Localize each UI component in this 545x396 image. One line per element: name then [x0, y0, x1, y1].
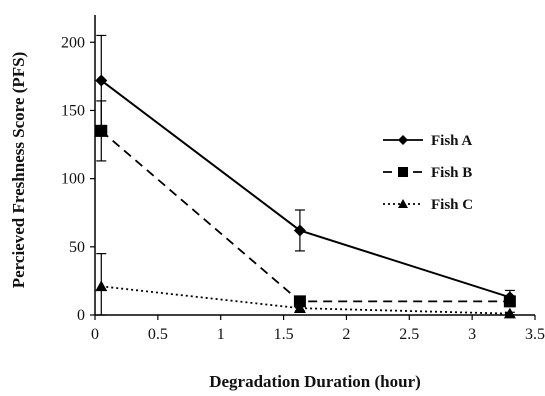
fish-b-point [503, 295, 516, 308]
legend-marker-fish-b [398, 167, 408, 177]
x-axis-title: Degradation Duration (hour) [209, 372, 421, 391]
x-tick-label: 1 [217, 326, 225, 343]
legend-entry-fish-a: Fish A [383, 133, 472, 149]
fish-b-line [100, 130, 510, 303]
legend-label-fish-b: Fish B [431, 165, 472, 181]
legend-label-fish-c: Fish C [431, 197, 473, 213]
fish-c-point [95, 280, 108, 292]
legend: Fish A Fish B Fish C [383, 133, 473, 213]
series-layer [95, 34, 516, 319]
x-tick-label: 3.5 [525, 326, 545, 343]
y-tick-label: 150 [61, 102, 85, 119]
x-tick-label: 0 [91, 326, 99, 343]
fish-b-point [95, 124, 108, 137]
fish-a-line [100, 79, 511, 299]
y-axis-title: Percieved Freshness Score (PFS) [9, 52, 28, 289]
x-tick-label: 1.5 [274, 326, 294, 343]
y-tick-label: 100 [61, 171, 85, 188]
x-tick-label: 2.5 [399, 326, 419, 343]
fish-c-point [503, 307, 516, 319]
y-tick-label: 0 [77, 307, 85, 324]
x-tick-label: 0.5 [148, 326, 168, 343]
y-tick-label: 50 [69, 239, 85, 256]
axes: 0 50 100 150 200 0 0.5 1 1.5 2 2.5 3 3.5 [61, 15, 545, 343]
fish-c-point [293, 302, 306, 313]
legend-label-fish-a: Fish A [431, 133, 472, 149]
x-tick-label: 2 [342, 326, 350, 343]
x-tick-label: 3 [468, 326, 476, 343]
fish-b-point [293, 295, 306, 308]
fish-a-point [95, 74, 108, 87]
legend-entry-fish-c: Fish C [383, 197, 473, 213]
y-tick-label: 200 [61, 34, 85, 51]
legend-entry-fish-b: Fish B [383, 165, 472, 181]
legend-marker-fish-c [398, 199, 408, 208]
series-fish-b [95, 100, 516, 308]
legend-marker-fish-a [398, 135, 408, 145]
fish-c-line [101, 285, 510, 315]
series-fish-c [95, 253, 516, 319]
fish-a-point [293, 224, 306, 237]
